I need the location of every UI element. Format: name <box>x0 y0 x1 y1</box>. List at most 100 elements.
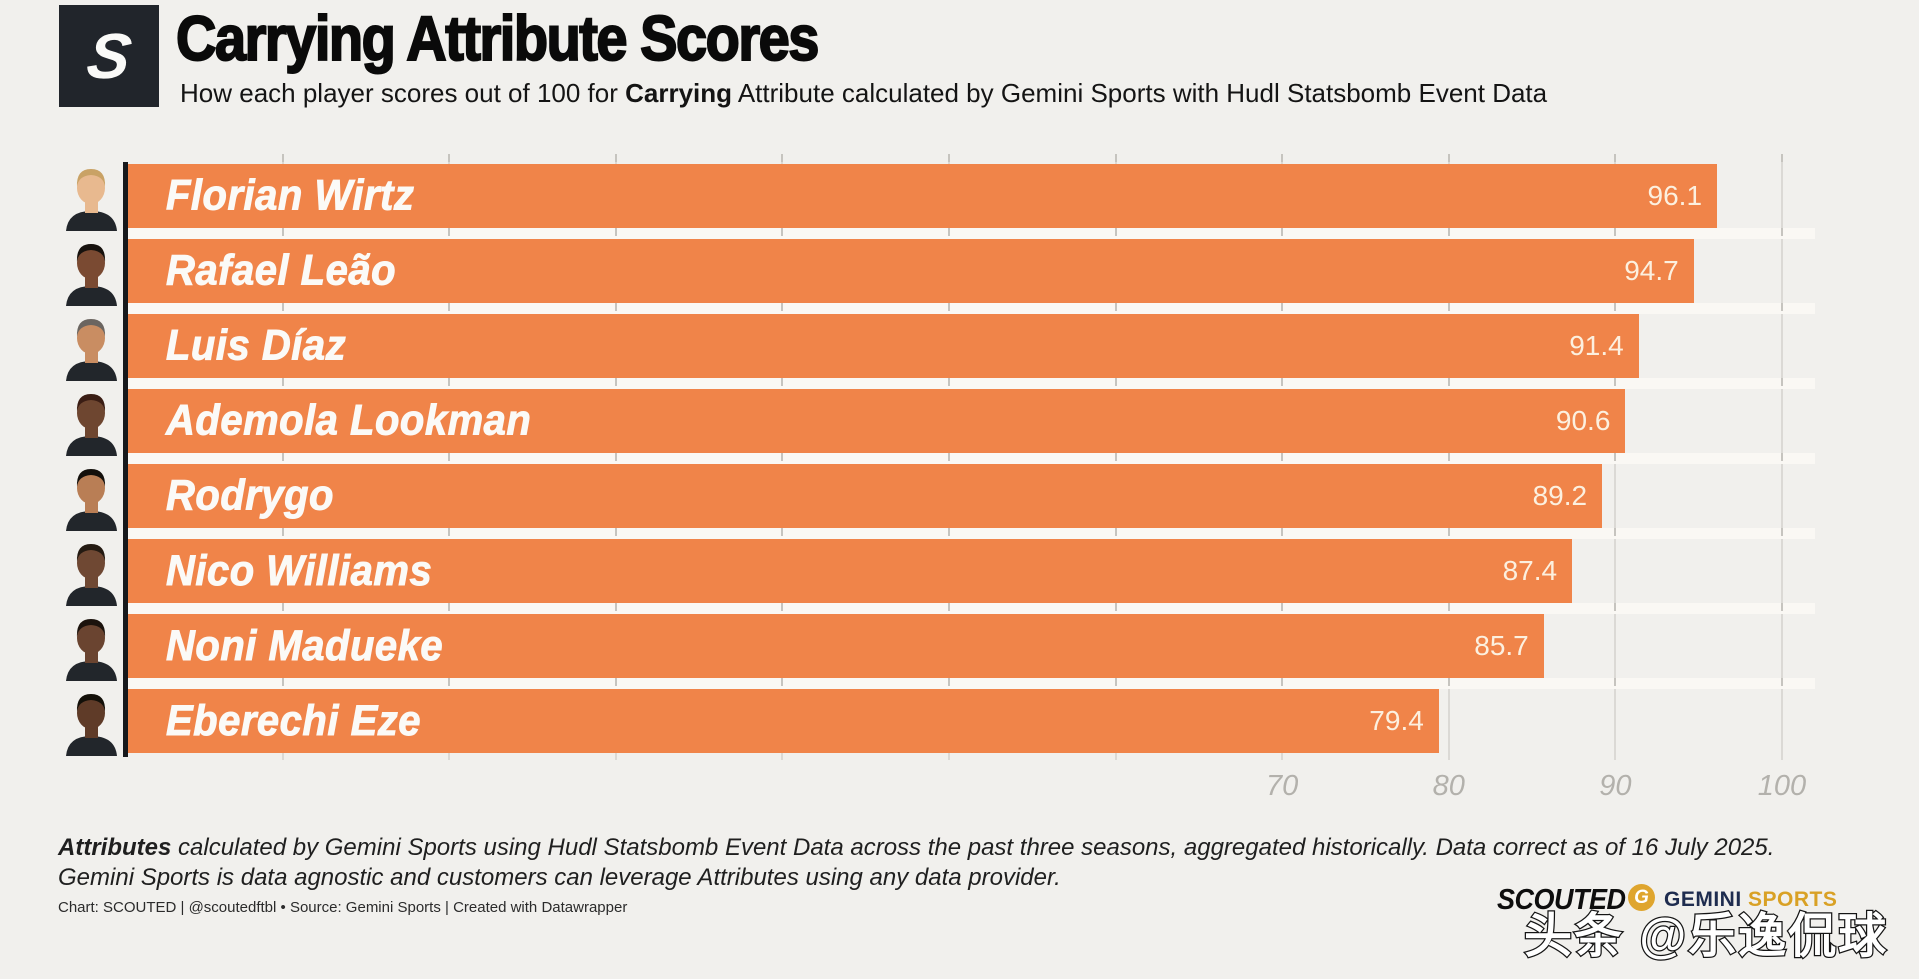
grid-tick <box>1281 154 1284 162</box>
player-photo <box>58 536 125 606</box>
player-bar: Luis Díaz 91.4 <box>128 314 1639 378</box>
grid-tick <box>281 453 284 461</box>
player-score: 87.4 <box>1502 555 1558 586</box>
player-photo <box>58 461 125 531</box>
grid-tick <box>1447 303 1450 311</box>
player-name: Noni Madueke <box>166 622 444 670</box>
grid-tick <box>1614 453 1617 461</box>
player-bar: Rafael Leão 94.7 <box>128 239 1694 303</box>
grid-tick <box>614 528 617 536</box>
grid-tick <box>1781 228 1783 236</box>
player-score: 94.7 <box>1624 255 1679 286</box>
grid-tick <box>1447 678 1450 686</box>
player-score: 96.1 <box>1647 180 1703 211</box>
grid-tick <box>1114 303 1117 311</box>
player-photo <box>58 236 125 306</box>
grid-tick <box>1614 528 1617 536</box>
bar-row: Eberechi Eze 79.4 <box>66 689 1816 756</box>
player-score: 85.7 <box>1474 630 1529 661</box>
grid-tick <box>1281 603 1284 611</box>
row-separator <box>123 603 1816 614</box>
player-score: 79.4 <box>1369 705 1424 736</box>
grid-tick <box>1781 378 1783 386</box>
grid-tick <box>281 678 284 686</box>
grid-tick <box>781 678 784 686</box>
footnote-line2: Gemini Sports is data agnostic and custo… <box>58 864 1061 891</box>
grid-tick <box>614 303 617 311</box>
grid-tick <box>1114 228 1117 236</box>
grid-tick <box>1781 453 1783 461</box>
grid-tick <box>1781 678 1783 686</box>
sports-word: SPORTS <box>1748 888 1838 911</box>
grid-tick <box>781 528 784 536</box>
player-photo <box>58 686 125 756</box>
player-photo <box>58 311 125 381</box>
grid-tick <box>1447 378 1450 386</box>
grid-tick <box>1281 378 1284 386</box>
grid-tick <box>448 603 451 611</box>
bar-row: Florian Wirtz 96.1 <box>66 164 1816 231</box>
player-score: 90.6 <box>1555 405 1611 436</box>
grid-tick <box>1114 528 1117 536</box>
grid-tick <box>1281 303 1284 311</box>
grid-tick <box>1281 453 1284 461</box>
player-score: 89.2 <box>1532 480 1588 511</box>
grid-tick <box>448 303 451 311</box>
player-photo <box>58 386 125 456</box>
grid-tick <box>1281 228 1284 236</box>
bar-row: Noni Madueke 85.7 <box>66 614 1816 681</box>
grid-tick <box>1614 154 1617 162</box>
grid-tick <box>1781 528 1783 536</box>
grid-tick <box>781 603 784 611</box>
plot-area: Florian Wirtz 96.1 Rafael Leão 94.7 Luis Día… <box>66 154 1816 824</box>
grid-tick <box>1781 303 1783 311</box>
grid-tick <box>1781 603 1783 611</box>
grid-tick <box>1614 603 1617 611</box>
grid-tick <box>1114 603 1117 611</box>
grid-tick <box>781 228 784 236</box>
player-name: Luis Díaz <box>166 322 347 370</box>
bar-row: Nico Williams 87.4 <box>66 539 1816 606</box>
player-bar: Noni Madueke 85.7 <box>128 614 1544 678</box>
grid-tick <box>1614 228 1617 236</box>
grid-tick <box>781 378 784 386</box>
gemini-word: GEMINI <box>1664 888 1742 911</box>
scouted-logo: S <box>59 5 159 107</box>
footnote-rest: calculated by Gemini Sports using Hudl S… <box>171 834 1775 861</box>
row-separator <box>123 528 1816 539</box>
grid-tick <box>281 154 284 162</box>
player-name: Rafael Leão <box>166 247 397 295</box>
grid-tick <box>1447 453 1450 461</box>
row-separator <box>123 678 1816 689</box>
grid-tick <box>281 228 284 236</box>
player-name: Florian Wirtz <box>166 172 415 220</box>
grid-tick <box>1447 228 1450 236</box>
bar-row: Ademola Lookman 90.6 <box>66 389 1816 456</box>
grid-tick <box>1281 678 1284 686</box>
player-bar: Ademola Lookman 90.6 <box>128 389 1626 453</box>
player-name: Ademola Lookman <box>166 397 532 445</box>
x-axis-label: 70 <box>1266 770 1299 802</box>
bar-row: Rodrygo 89.2 <box>66 464 1816 531</box>
grid-tick <box>448 453 451 461</box>
grid-tick <box>614 154 617 162</box>
player-bar: Eberechi Eze 79.4 <box>128 689 1439 753</box>
x-axis-label: 100 <box>1757 770 1807 802</box>
footnote-bold-word: Attributes <box>58 834 172 861</box>
grid-tick <box>1781 154 1783 162</box>
grid-tick <box>614 228 617 236</box>
grid-tick <box>1447 154 1450 162</box>
grid-tick <box>614 678 617 686</box>
grid-tick <box>614 603 617 611</box>
grid-tick <box>448 678 451 686</box>
subtitle-prefix: How each player scores out of 100 for <box>180 78 626 108</box>
grid-tick <box>1614 378 1617 386</box>
grid-tick <box>948 603 950 611</box>
row-separator <box>123 378 1816 389</box>
x-axis-label: 80 <box>1432 770 1465 802</box>
player-bar: Rodrygo 89.2 <box>128 464 1603 528</box>
bar-row: Luis Díaz 91.4 <box>66 314 1816 381</box>
grid-tick <box>281 378 284 386</box>
grid-tick <box>1114 453 1117 461</box>
grid-tick <box>281 528 284 536</box>
